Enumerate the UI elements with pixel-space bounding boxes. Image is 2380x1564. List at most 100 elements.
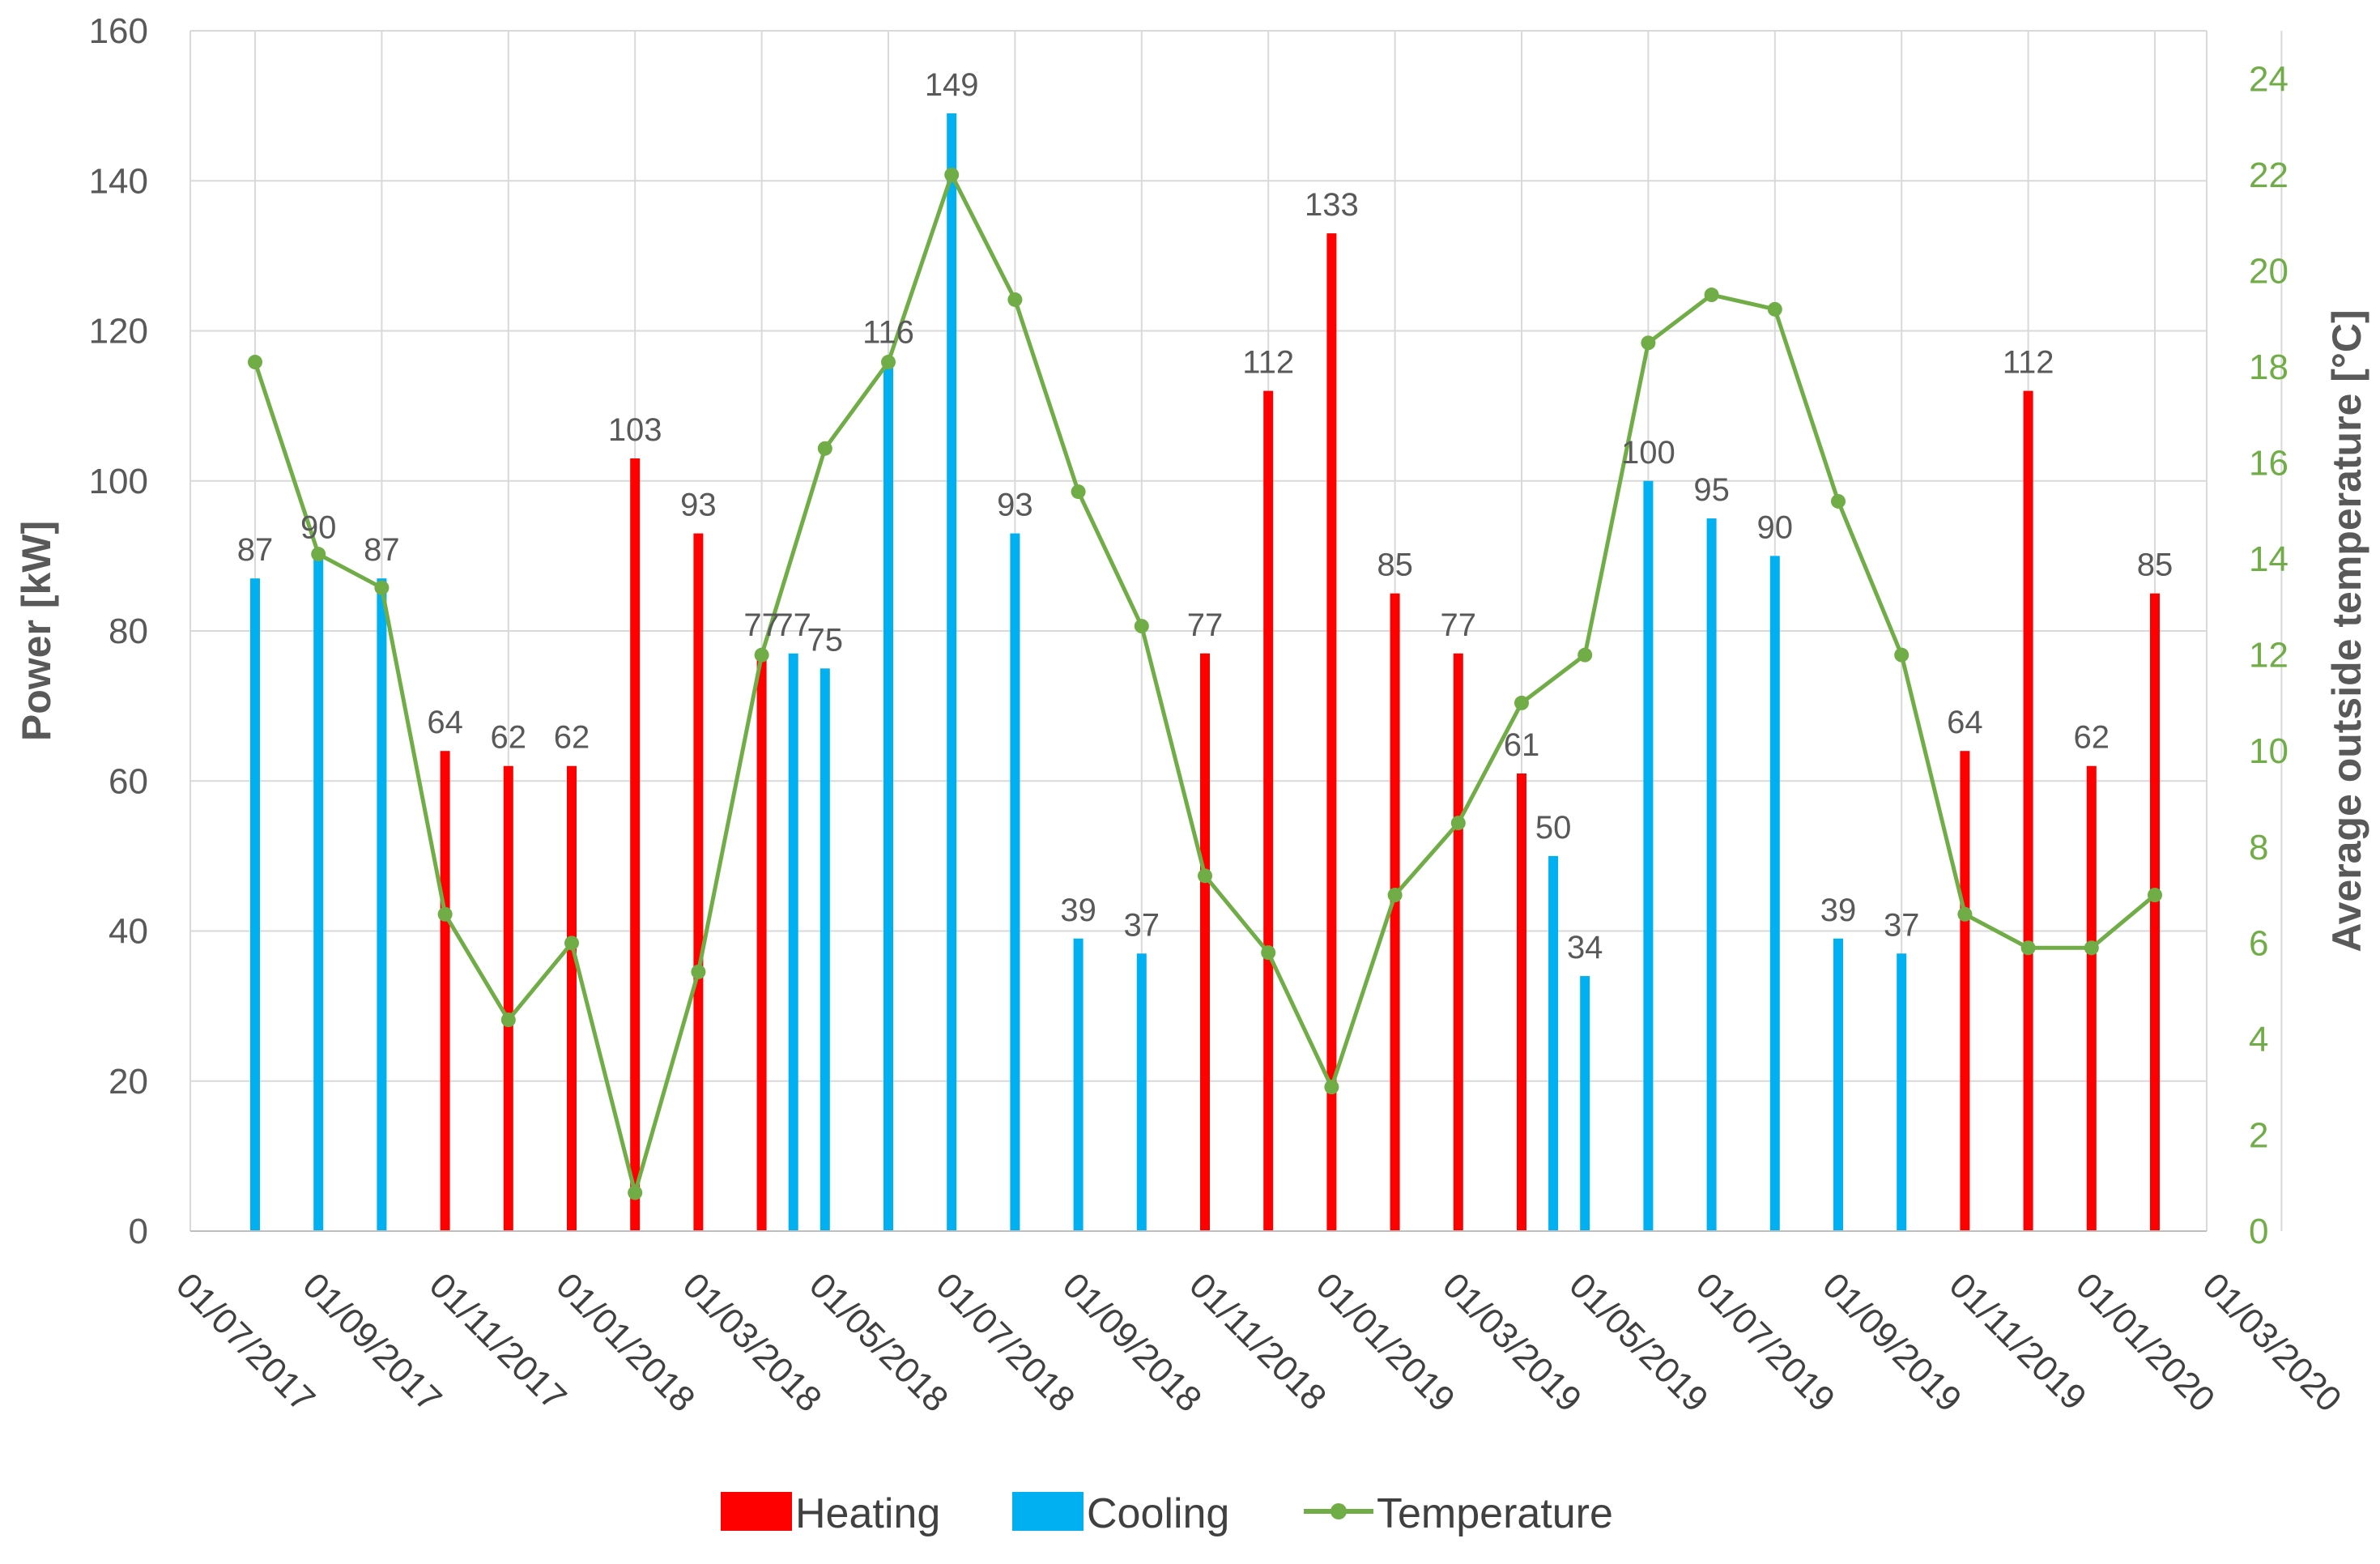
- temperature-point: [564, 935, 579, 951]
- bar-cooling: [313, 556, 324, 1231]
- temperature-point: [1324, 1080, 1339, 1095]
- bar-cooling: [947, 113, 957, 1232]
- temperature-point: [1514, 695, 1529, 710]
- bar-value-label: 116: [862, 315, 914, 351]
- bar-cooling: [1706, 518, 1717, 1231]
- temperature-point: [1450, 816, 1466, 831]
- temperature-point: [628, 1185, 643, 1200]
- bar-heating: [1390, 593, 1400, 1231]
- bar-value-label: 87: [364, 532, 400, 568]
- temperature-point: [311, 547, 326, 562]
- axes: 0204060801001201401600246810121416182022…: [14, 11, 2369, 1420]
- temperature-point: [817, 441, 832, 456]
- y2-axis-title: Average outside temperature [°C]: [2324, 309, 2369, 952]
- bar-cooling: [788, 653, 798, 1231]
- legend-temperature-marker: [1331, 1503, 1347, 1519]
- bar-heating: [1453, 653, 1463, 1231]
- bar-value-label: 50: [1535, 810, 1572, 846]
- bar-cooling: [1833, 938, 1843, 1231]
- bar-cooling: [1643, 480, 1654, 1231]
- y2-tick-label: 14: [2249, 539, 2288, 579]
- bar-value-label: 93: [997, 488, 1033, 523]
- temperature-point: [1894, 647, 1910, 663]
- bar-cooling: [250, 578, 260, 1231]
- temperature-point: [1641, 335, 1656, 351]
- bar-value-label: 95: [1693, 472, 1730, 508]
- legend-heating-swatch: [721, 1492, 792, 1531]
- y2-tick-label: 22: [2249, 156, 2288, 195]
- bar-cooling: [1548, 855, 1559, 1231]
- bar-value-label: 62: [554, 720, 590, 756]
- temperature-point: [2020, 940, 2036, 956]
- y-tick-label: 20: [109, 1062, 148, 1102]
- bar-cooling: [1897, 953, 1907, 1231]
- bar-heating: [1326, 233, 1337, 1231]
- legend-cooling-label: Cooling: [1087, 1490, 1229, 1537]
- bar-value-label: 133: [1305, 187, 1359, 223]
- bar-value-label: 75: [807, 622, 844, 658]
- bar-value-label: 85: [2137, 548, 2174, 583]
- y-tick-label: 100: [89, 462, 148, 501]
- temperature-point: [2148, 888, 2162, 903]
- temperature-point: [691, 964, 706, 979]
- y2-tick-label: 24: [2249, 59, 2288, 99]
- y-tick-label: 140: [89, 161, 148, 201]
- temperature-point: [1071, 484, 1086, 500]
- y-tick-label: 160: [89, 11, 148, 51]
- bar-cooling: [1010, 533, 1020, 1231]
- bar-value-label: 103: [608, 412, 662, 448]
- bar-value-label: 90: [1757, 509, 1794, 545]
- bar-value-label: 93: [680, 488, 717, 523]
- y-tick-label: 0: [129, 1212, 148, 1251]
- temperature-point: [437, 906, 453, 922]
- bar-heating: [1517, 773, 1526, 1231]
- bar-value-label: 100: [1621, 435, 1675, 471]
- legend-temperature-label: Temperature: [1377, 1490, 1613, 1537]
- bar-value-label: 77: [743, 607, 780, 643]
- y-tick-label: 80: [109, 612, 148, 651]
- y2-tick-label: 16: [2249, 444, 2288, 484]
- temperature-point: [944, 167, 960, 182]
- temperature-point: [754, 647, 769, 663]
- bar-value-label: 149: [925, 67, 979, 103]
- y2-tick-label: 8: [2249, 828, 2268, 867]
- legend-cooling-swatch: [1012, 1492, 1084, 1531]
- temperature-point: [1704, 288, 1719, 303]
- bar-heating: [2086, 765, 2097, 1231]
- y2-tick-label: 2: [2249, 1115, 2268, 1155]
- bar-heating: [2150, 593, 2160, 1231]
- temperature-point: [500, 1012, 516, 1028]
- bar-heating: [567, 765, 577, 1231]
- temperature-line-group: [248, 167, 2162, 1200]
- y-axis-title: Power [kW]: [14, 521, 59, 741]
- temperature-point: [1957, 906, 1973, 922]
- x-tick-label: 01/03/2020: [2195, 1265, 2348, 1419]
- bar-heating: [1200, 653, 1210, 1231]
- y2-tick-label: 20: [2249, 251, 2288, 291]
- bar-value-label: 37: [1124, 907, 1160, 943]
- bar-value-label: 39: [1820, 893, 1857, 928]
- bar-cooling: [1136, 953, 1147, 1231]
- bar-value-label: 77: [775, 607, 811, 643]
- bar-heating: [1263, 390, 1274, 1232]
- bar-value-label: 37: [1884, 907, 1920, 943]
- temperature-point: [374, 580, 390, 595]
- legend: Heating Cooling Temperature: [721, 1490, 1613, 1537]
- bar-value-label: 39: [1060, 893, 1096, 928]
- temperature-point: [1198, 868, 1212, 884]
- temperature-point: [881, 355, 896, 370]
- bar-heating: [2023, 390, 2033, 1232]
- bar-value-label: 34: [1567, 930, 1603, 965]
- y-tick-label: 60: [109, 761, 148, 801]
- temperature-point: [1577, 647, 1593, 663]
- y2-tick-label: 18: [2249, 347, 2288, 387]
- temperature-point: [248, 355, 262, 370]
- bar-value-label: 64: [427, 705, 463, 740]
- temperature-point: [1134, 619, 1149, 634]
- y2-tick-label: 6: [2249, 923, 2268, 963]
- bar-value-label: 112: [2003, 345, 2054, 381]
- bar-heating: [1960, 751, 1970, 1231]
- y2-tick-label: 4: [2249, 1020, 2268, 1059]
- bar-heating: [630, 458, 641, 1231]
